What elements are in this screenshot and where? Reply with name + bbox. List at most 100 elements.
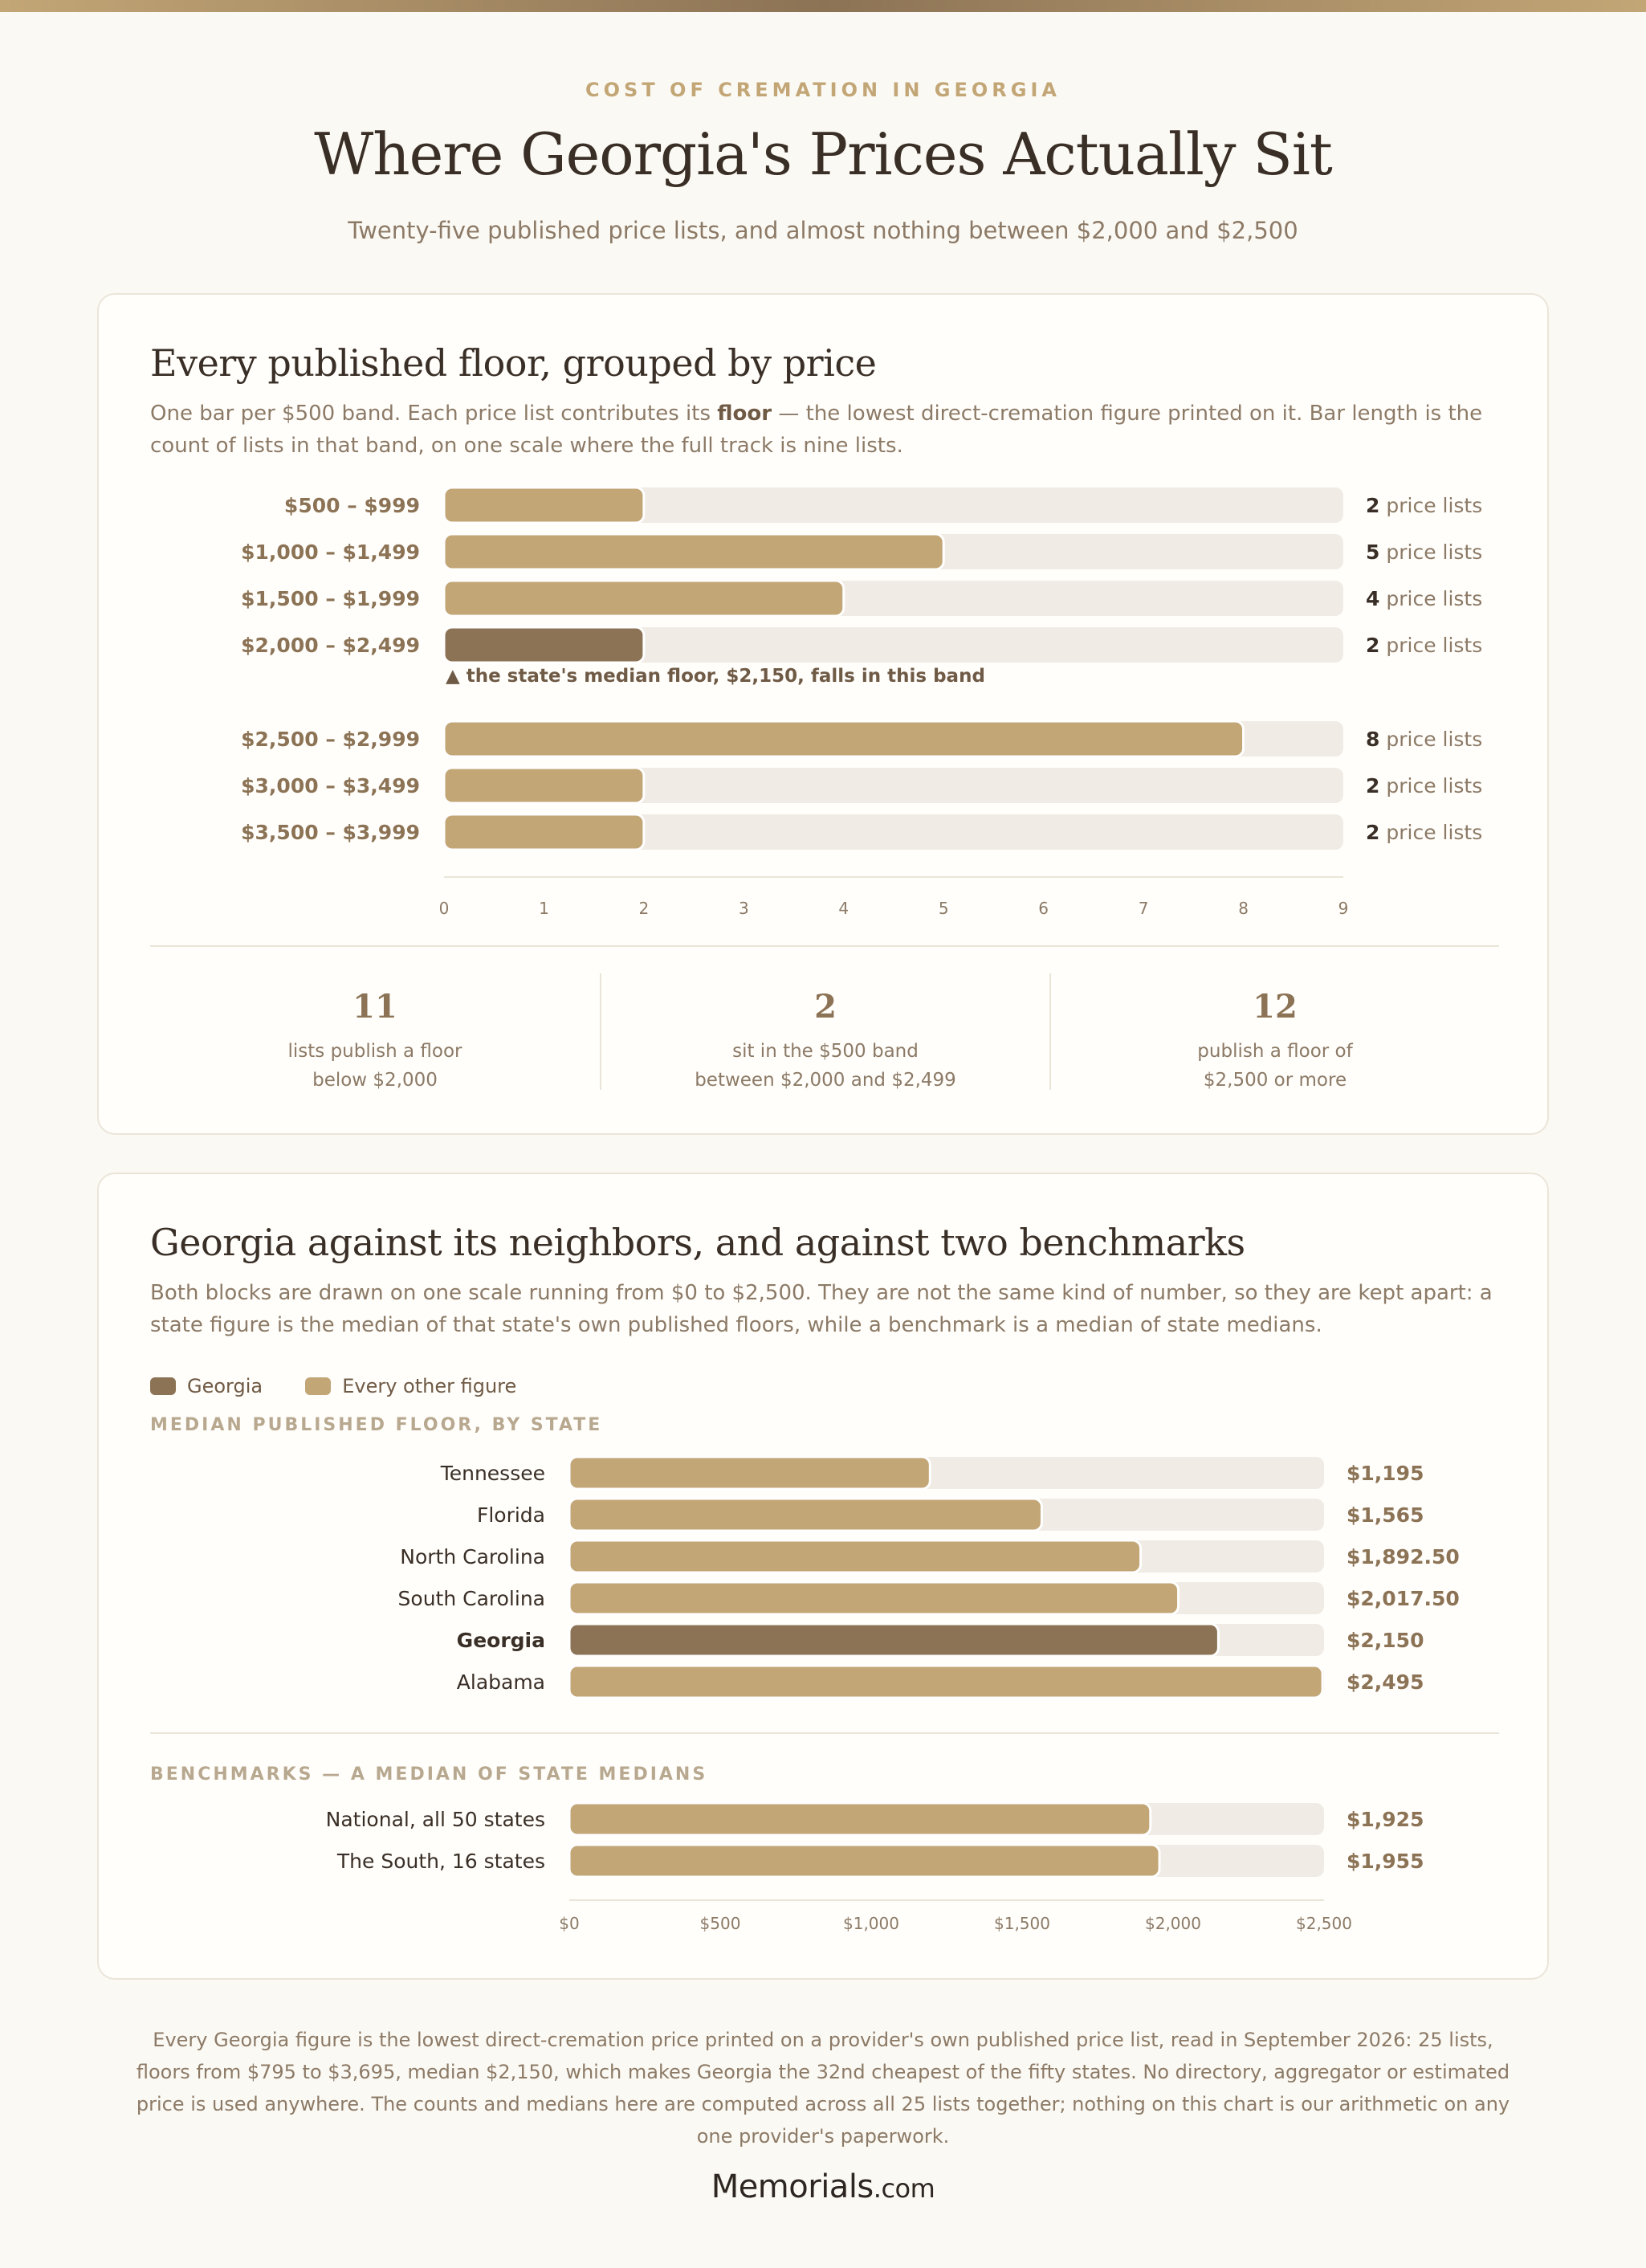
distribution-chart: $500 – $999 2 price lists $1,000 – $1,499 5… (241, 486, 1482, 918)
bar (442, 626, 646, 664)
stat-label-line: between $2,000 and $2,499 (695, 1070, 956, 1091)
x-tick-label: $500 (700, 1914, 741, 1933)
divider (150, 1732, 1499, 1734)
footer-note: Every Georgia figure is the lowest direc… (136, 2029, 1510, 2148)
bar-value-label: 8 price lists (1366, 728, 1482, 751)
x-tick-label: 1 (539, 899, 549, 918)
card-description: One bar per $500 band. Each price list c… (150, 398, 1515, 462)
bar (442, 766, 646, 805)
bar (442, 532, 945, 571)
bar-value-label: $1,195 (1347, 1462, 1424, 1485)
bar (568, 1539, 1143, 1574)
bar-value-label: $2,150 (1347, 1629, 1424, 1652)
row-label: South Carolina (398, 1587, 545, 1610)
card-description: Both blocks are drawn on one scale runni… (150, 1281, 1493, 1337)
bar (442, 813, 646, 851)
row-label: The South, 16 states (336, 1850, 545, 1873)
band-label: $3,500 – $3,999 (241, 821, 420, 844)
bar-value-label: $1,955 (1347, 1850, 1424, 1873)
bar-value-label: 2 price lists (1366, 494, 1482, 517)
top-accent-bar (0, 0, 1646, 12)
row-label: North Carolina (400, 1545, 545, 1568)
band-label: $1,500 – $1,999 (241, 587, 420, 610)
bar-track (444, 487, 1343, 523)
legend: Georgia Every other figure (150, 1375, 555, 1407)
page-subtitle: Twenty-five published price lists, and a… (348, 217, 1298, 244)
x-tick-label: 9 (1338, 899, 1349, 918)
row-label: Florida (477, 1503, 545, 1527)
x-tick-label: 7 (1139, 899, 1149, 918)
x-tick-label: 6 (1038, 899, 1049, 918)
legend-item: Georgia (150, 1375, 263, 1397)
bar (568, 1801, 1152, 1837)
bar (568, 1843, 1161, 1878)
x-tick-label: $1,000 (843, 1914, 899, 1933)
card-title: Every published floor, grouped by price (150, 341, 877, 385)
band-label: $3,000 – $3,499 (241, 774, 420, 797)
stat-block: 11 lists publish a floor below $2,000 (150, 973, 600, 1091)
bar (442, 486, 646, 524)
legend-label: Every other figure (342, 1375, 517, 1397)
desc-text: — the lowest direct-cremation figure pri… (150, 402, 1483, 458)
bar (568, 1622, 1220, 1658)
stat-number: 11 (352, 988, 397, 1026)
band-label: $1,000 – $1,499 (241, 540, 420, 564)
stat-label-line: lists publish a floor (287, 1041, 462, 1062)
stat-number: 2 (814, 988, 837, 1026)
row-label: Tennessee (440, 1462, 545, 1485)
x-tick-label: 8 (1238, 899, 1249, 918)
x-tick-label: 3 (739, 899, 749, 918)
legend-swatch (305, 1377, 332, 1395)
x-tick-label: $2,000 (1145, 1914, 1201, 1933)
x-tick-label: $2,500 (1296, 1914, 1352, 1933)
bar (442, 579, 845, 618)
row-label: Georgia (457, 1629, 545, 1652)
stat-number: 12 (1253, 988, 1298, 1026)
bar-value-label: 4 price lists (1366, 587, 1482, 610)
row-label: Alabama (457, 1670, 545, 1694)
logo-tld: .com (873, 2173, 935, 2204)
desc-bold: floor (717, 402, 772, 426)
band-label: $2,000 – $2,499 (241, 634, 420, 657)
stat-label: publish a floor of $2,500 or more (1051, 1037, 1499, 1095)
bar-value-label: 2 price lists (1366, 774, 1482, 797)
bar (442, 720, 1245, 758)
memorials-logo: Memorials.com (0, 2168, 1646, 2205)
logo-name: Memorials (711, 2168, 874, 2205)
x-tick-label: 5 (939, 899, 949, 918)
card-title: Georgia against its neighbors, and again… (150, 1221, 1245, 1264)
legend-swatch (150, 1377, 176, 1395)
benchmarks-section-label: BENCHMARKS — A MEDIAN OF STATE MEDIANS (150, 1764, 708, 1785)
x-tick-label: $1,500 (994, 1914, 1050, 1933)
divider (150, 945, 1499, 947)
stat-label-line: sit in the $500 band (732, 1041, 919, 1062)
stat-label-line: below $2,000 (312, 1070, 438, 1091)
page-title: Where Georgia's Prices Actually Sit (314, 120, 1333, 188)
bar-track (444, 627, 1343, 663)
bar-value-label: 5 price lists (1366, 540, 1482, 564)
bar (568, 1455, 931, 1491)
legend-label: Georgia (187, 1375, 263, 1397)
bar (568, 1497, 1043, 1532)
comparison-card: Georgia against its neighbors, and again… (97, 1173, 1549, 1980)
bar-value-label: $1,892.50 (1347, 1545, 1460, 1568)
eyebrow: COST OF CREMATION IN GEORGIA (585, 79, 1061, 101)
bar-value-label: $1,925 (1347, 1808, 1424, 1831)
bar (568, 1664, 1324, 1699)
x-tick-label: 4 (838, 899, 849, 918)
median-annotation: ▲ the state's median floor, $2,150, fall… (446, 666, 985, 687)
desc-text: One bar per $500 band. Each price list c… (150, 402, 718, 426)
distribution-card: Every published floor, grouped by price … (97, 293, 1549, 1135)
bar-value-label: 2 price lists (1366, 821, 1482, 844)
bar-value-label: $2,017.50 (1347, 1587, 1460, 1610)
bar-track (444, 768, 1343, 803)
bar-value-label: $2,495 (1347, 1670, 1424, 1694)
bar (568, 1581, 1180, 1616)
stat-block: 2 sit in the $500 band between $2,000 and… (600, 973, 1049, 1091)
band-label: $2,500 – $2,999 (241, 728, 420, 751)
bar-track (444, 814, 1343, 850)
row-label: National, all 50 states (326, 1808, 545, 1831)
x-tick-label: $0 (559, 1914, 579, 1933)
x-tick-label: 0 (439, 899, 450, 918)
bar-value-label: $1,565 (1347, 1503, 1424, 1527)
